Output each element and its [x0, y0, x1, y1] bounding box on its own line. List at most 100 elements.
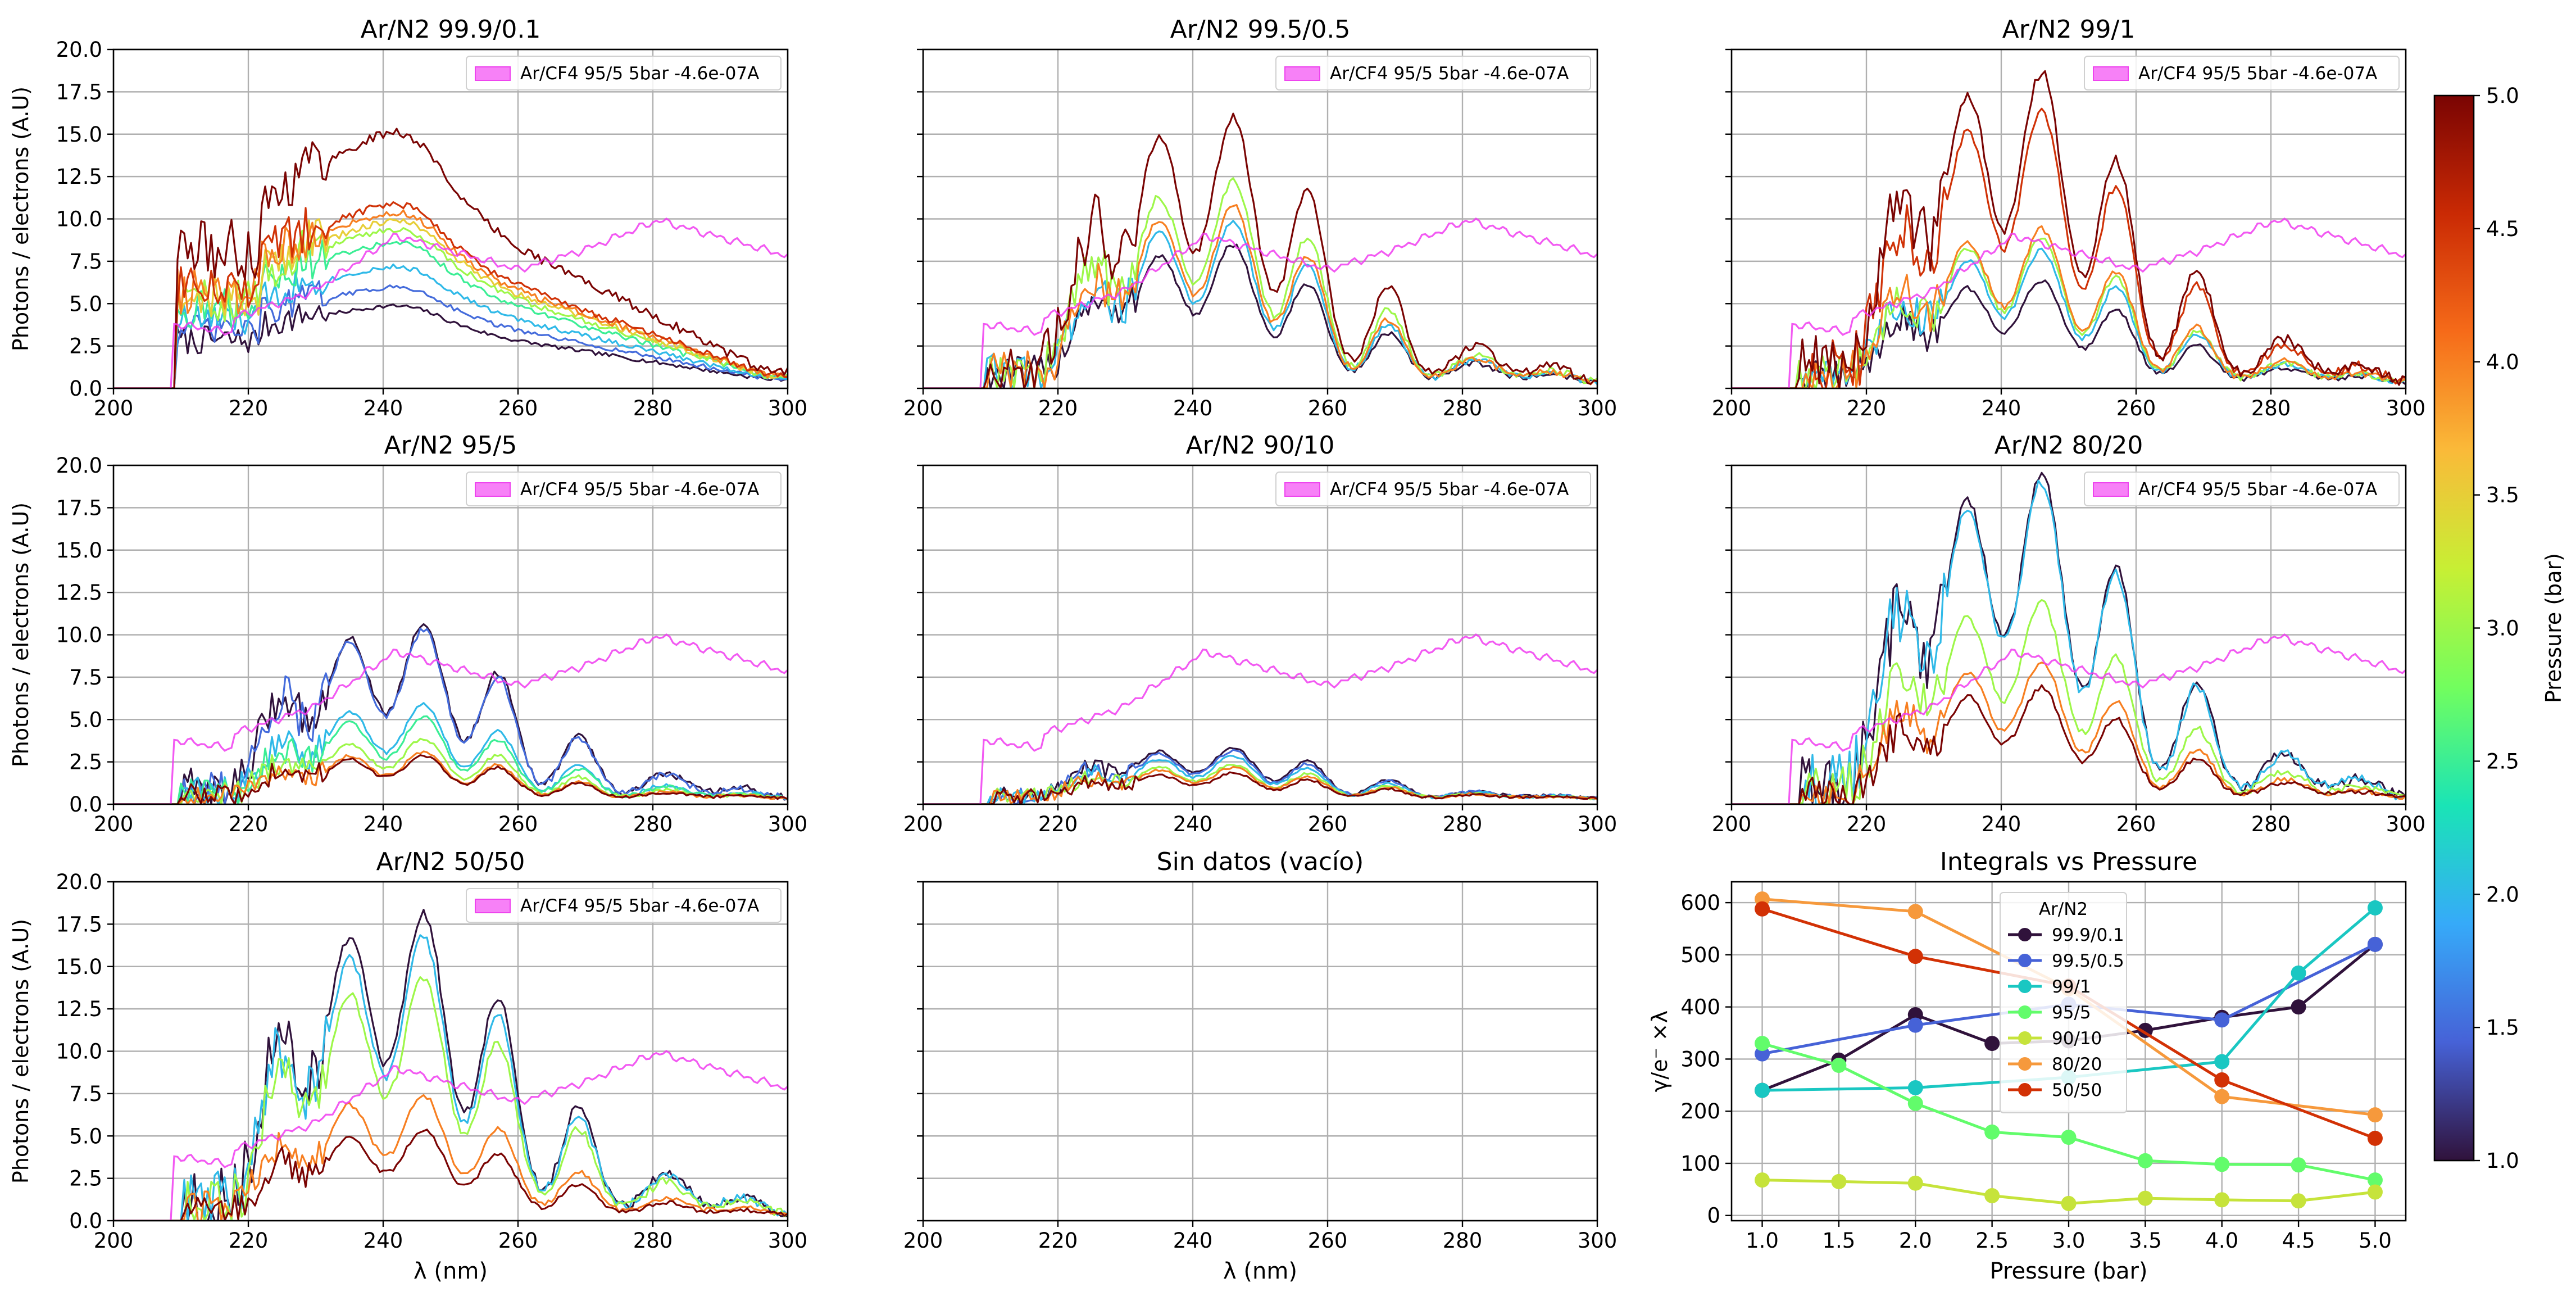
- y-tick-label: 2.5: [69, 750, 102, 774]
- spectrum-line-5bar: [1732, 684, 2406, 804]
- y-tick-label: 100: [1680, 1152, 1720, 1176]
- spectrum-line-5bar: [113, 128, 788, 388]
- panel-2: Ar/CF4 95/5 5bar -4.6e-07A 200 220 240 260 28…: [1712, 15, 2426, 420]
- x-tick-label: 200: [903, 396, 943, 420]
- colorbar: 1.0 1.5 2.0 2.5 3.0 3.5 4.0 4.5 5.0 Pressure (bar…: [2433, 84, 2566, 1173]
- spectrum-line-4bar: [113, 1094, 788, 1221]
- data-point-50_50: [1907, 949, 1923, 964]
- y-tick-label: 2.5: [69, 334, 102, 359]
- panel-5: Ar/CF4 95/5 5bar -4.6e-07A 200 220 240 260 28…: [1712, 431, 2426, 836]
- y-axis-label: Photons / electrons (A.U): [8, 87, 33, 351]
- colorbar-tick-label: 1.0: [2486, 1149, 2519, 1173]
- data-point-90_10: [2367, 1184, 2383, 1200]
- x-tick-label: 280: [1443, 812, 1483, 836]
- x-axis-label: Pressure (bar): [1989, 1258, 2147, 1284]
- x-tick-label: 300: [1578, 1229, 1618, 1253]
- y-tick-label: 17.5: [56, 912, 102, 936]
- x-tick-label: 200: [1712, 812, 1752, 836]
- panel-1: Ar/CF4 95/5 5bar -4.6e-07A 200 220 240 260 28…: [903, 15, 1618, 420]
- legend-label: 99.9/0.1: [2052, 925, 2124, 945]
- x-tick-label: 220: [1847, 812, 1887, 836]
- y-tick-label: 10.0: [56, 1040, 102, 1064]
- x-tick-label: 260: [2116, 396, 2156, 420]
- legend: Ar/CF4 95/5 5bar -4.6e-07A: [1275, 56, 1591, 90]
- panel-title: Ar/N2 99.5/0.5: [1170, 15, 1351, 44]
- x-tick-label: 220: [1847, 396, 1887, 420]
- spectrum-line-1bar: [923, 243, 1597, 388]
- data-point-99_5_0_5: [1755, 1046, 1770, 1062]
- panel-title: Ar/N2 50/50: [376, 848, 525, 876]
- data-point-95_5: [2061, 1130, 2077, 1145]
- legend-box: [466, 888, 782, 923]
- legend-swatch: [2093, 66, 2129, 81]
- legend-label: 99.5/0.5: [2052, 951, 2124, 971]
- data-point-95_5: [1907, 1095, 1923, 1111]
- colorbar-tick-label: 3.0: [2486, 617, 2519, 641]
- data-point-95_5: [1755, 1036, 1770, 1052]
- data-point-99_9_0_1: [2291, 999, 2306, 1015]
- panel-title: Ar/N2 99.9/0.1: [361, 15, 541, 44]
- x-tick-label: 240: [364, 396, 403, 420]
- panel-6: Ar/CF4 95/5 5bar -4.6e-07A 200 220 240 260 28…: [8, 848, 807, 1284]
- data-point-95_5: [2291, 1157, 2306, 1173]
- spectrum-line-2bar: [113, 934, 788, 1221]
- panel-title: Sin datos (vacío): [1157, 848, 1364, 876]
- legend-swatch: [475, 66, 511, 81]
- x-tick-label: 260: [1308, 396, 1348, 420]
- legend-swatch: [475, 482, 511, 497]
- x-tick-label: 200: [1712, 396, 1752, 420]
- legend-marker: [2018, 1057, 2032, 1071]
- legend-box: [466, 56, 782, 90]
- reference-spectrum-line: [1732, 218, 2406, 388]
- x-tick-label: 240: [1173, 1229, 1213, 1253]
- spectrum-line-1bar: [1732, 472, 2406, 804]
- x-tick-label: 200: [903, 1229, 943, 1253]
- legend: Ar/CF4 95/5 5bar -4.6e-07A: [1275, 472, 1591, 506]
- data-point-90_10: [1984, 1188, 2000, 1203]
- y-tick-label: 12.5: [56, 165, 102, 189]
- x-tick-label: 240: [364, 1229, 403, 1253]
- spectrum-line-4bar: [1732, 661, 2406, 804]
- y-tick-label: 400: [1680, 995, 1720, 1019]
- legend-label: Ar/CF4 95/5 5bar -4.6e-07A: [1330, 64, 1569, 84]
- legend-swatch: [475, 899, 511, 913]
- colorbar-tick-label: 2.5: [2486, 749, 2519, 773]
- data-point-95_5: [1831, 1058, 1847, 1073]
- legend-marker: [2018, 954, 2032, 967]
- y-tick-label: 15.0: [56, 123, 102, 147]
- panel-title: Ar/N2 95/5: [384, 431, 517, 460]
- x-tick-label: 280: [633, 1229, 673, 1253]
- x-tick-label: 280: [633, 812, 673, 836]
- data-point-99_1: [1755, 1082, 1770, 1098]
- legend-label: 50/50: [2052, 1080, 2102, 1100]
- legend: Ar/CF4 95/5 5bar -4.6e-07A: [466, 56, 782, 90]
- x-tick-label: 2.5: [1975, 1229, 2009, 1253]
- spectrum-line-1bar: [113, 908, 788, 1221]
- legend: Ar/CF4 95/5 5bar -4.6e-07A: [2084, 56, 2400, 90]
- x-tick-label: 260: [2116, 812, 2156, 836]
- legend-label: 80/20: [2052, 1054, 2102, 1075]
- colorbar-tick-label: 2.0: [2486, 882, 2519, 907]
- legend-marker: [2018, 1005, 2032, 1019]
- x-tick-label: 220: [1038, 1229, 1078, 1253]
- data-point-90_10: [2291, 1193, 2306, 1209]
- x-tick-label: 300: [768, 812, 808, 836]
- data-point-95_5: [2137, 1153, 2153, 1168]
- reference-spectrum-line: [113, 1050, 788, 1221]
- data-point-99_1: [1907, 1080, 1923, 1095]
- legend: Ar/CF4 95/5 5bar -4.6e-07A: [466, 888, 782, 923]
- x-tick-label: 5.0: [2359, 1229, 2392, 1253]
- colorbar-tick-label: 4.0: [2486, 350, 2519, 374]
- y-axis-label: γ/e⁻ ×λ: [1647, 1011, 1672, 1092]
- y-tick-label: 5.0: [69, 292, 102, 316]
- spectrum-line-3bar: [1732, 599, 2406, 804]
- y-tick-label: 500: [1680, 943, 1720, 967]
- spectrum-line-3bar: [113, 737, 788, 804]
- spectrum-line-4_5bar: [113, 201, 788, 388]
- y-tick-label: 15.0: [56, 538, 102, 563]
- y-tick-label: 17.5: [56, 496, 102, 520]
- spectrum-line-1bar: [113, 303, 788, 388]
- x-tick-label: 300: [768, 396, 808, 420]
- legend-label: Ar/CF4 95/5 5bar -4.6e-07A: [1330, 479, 1569, 500]
- y-tick-label: 0.0: [69, 377, 102, 401]
